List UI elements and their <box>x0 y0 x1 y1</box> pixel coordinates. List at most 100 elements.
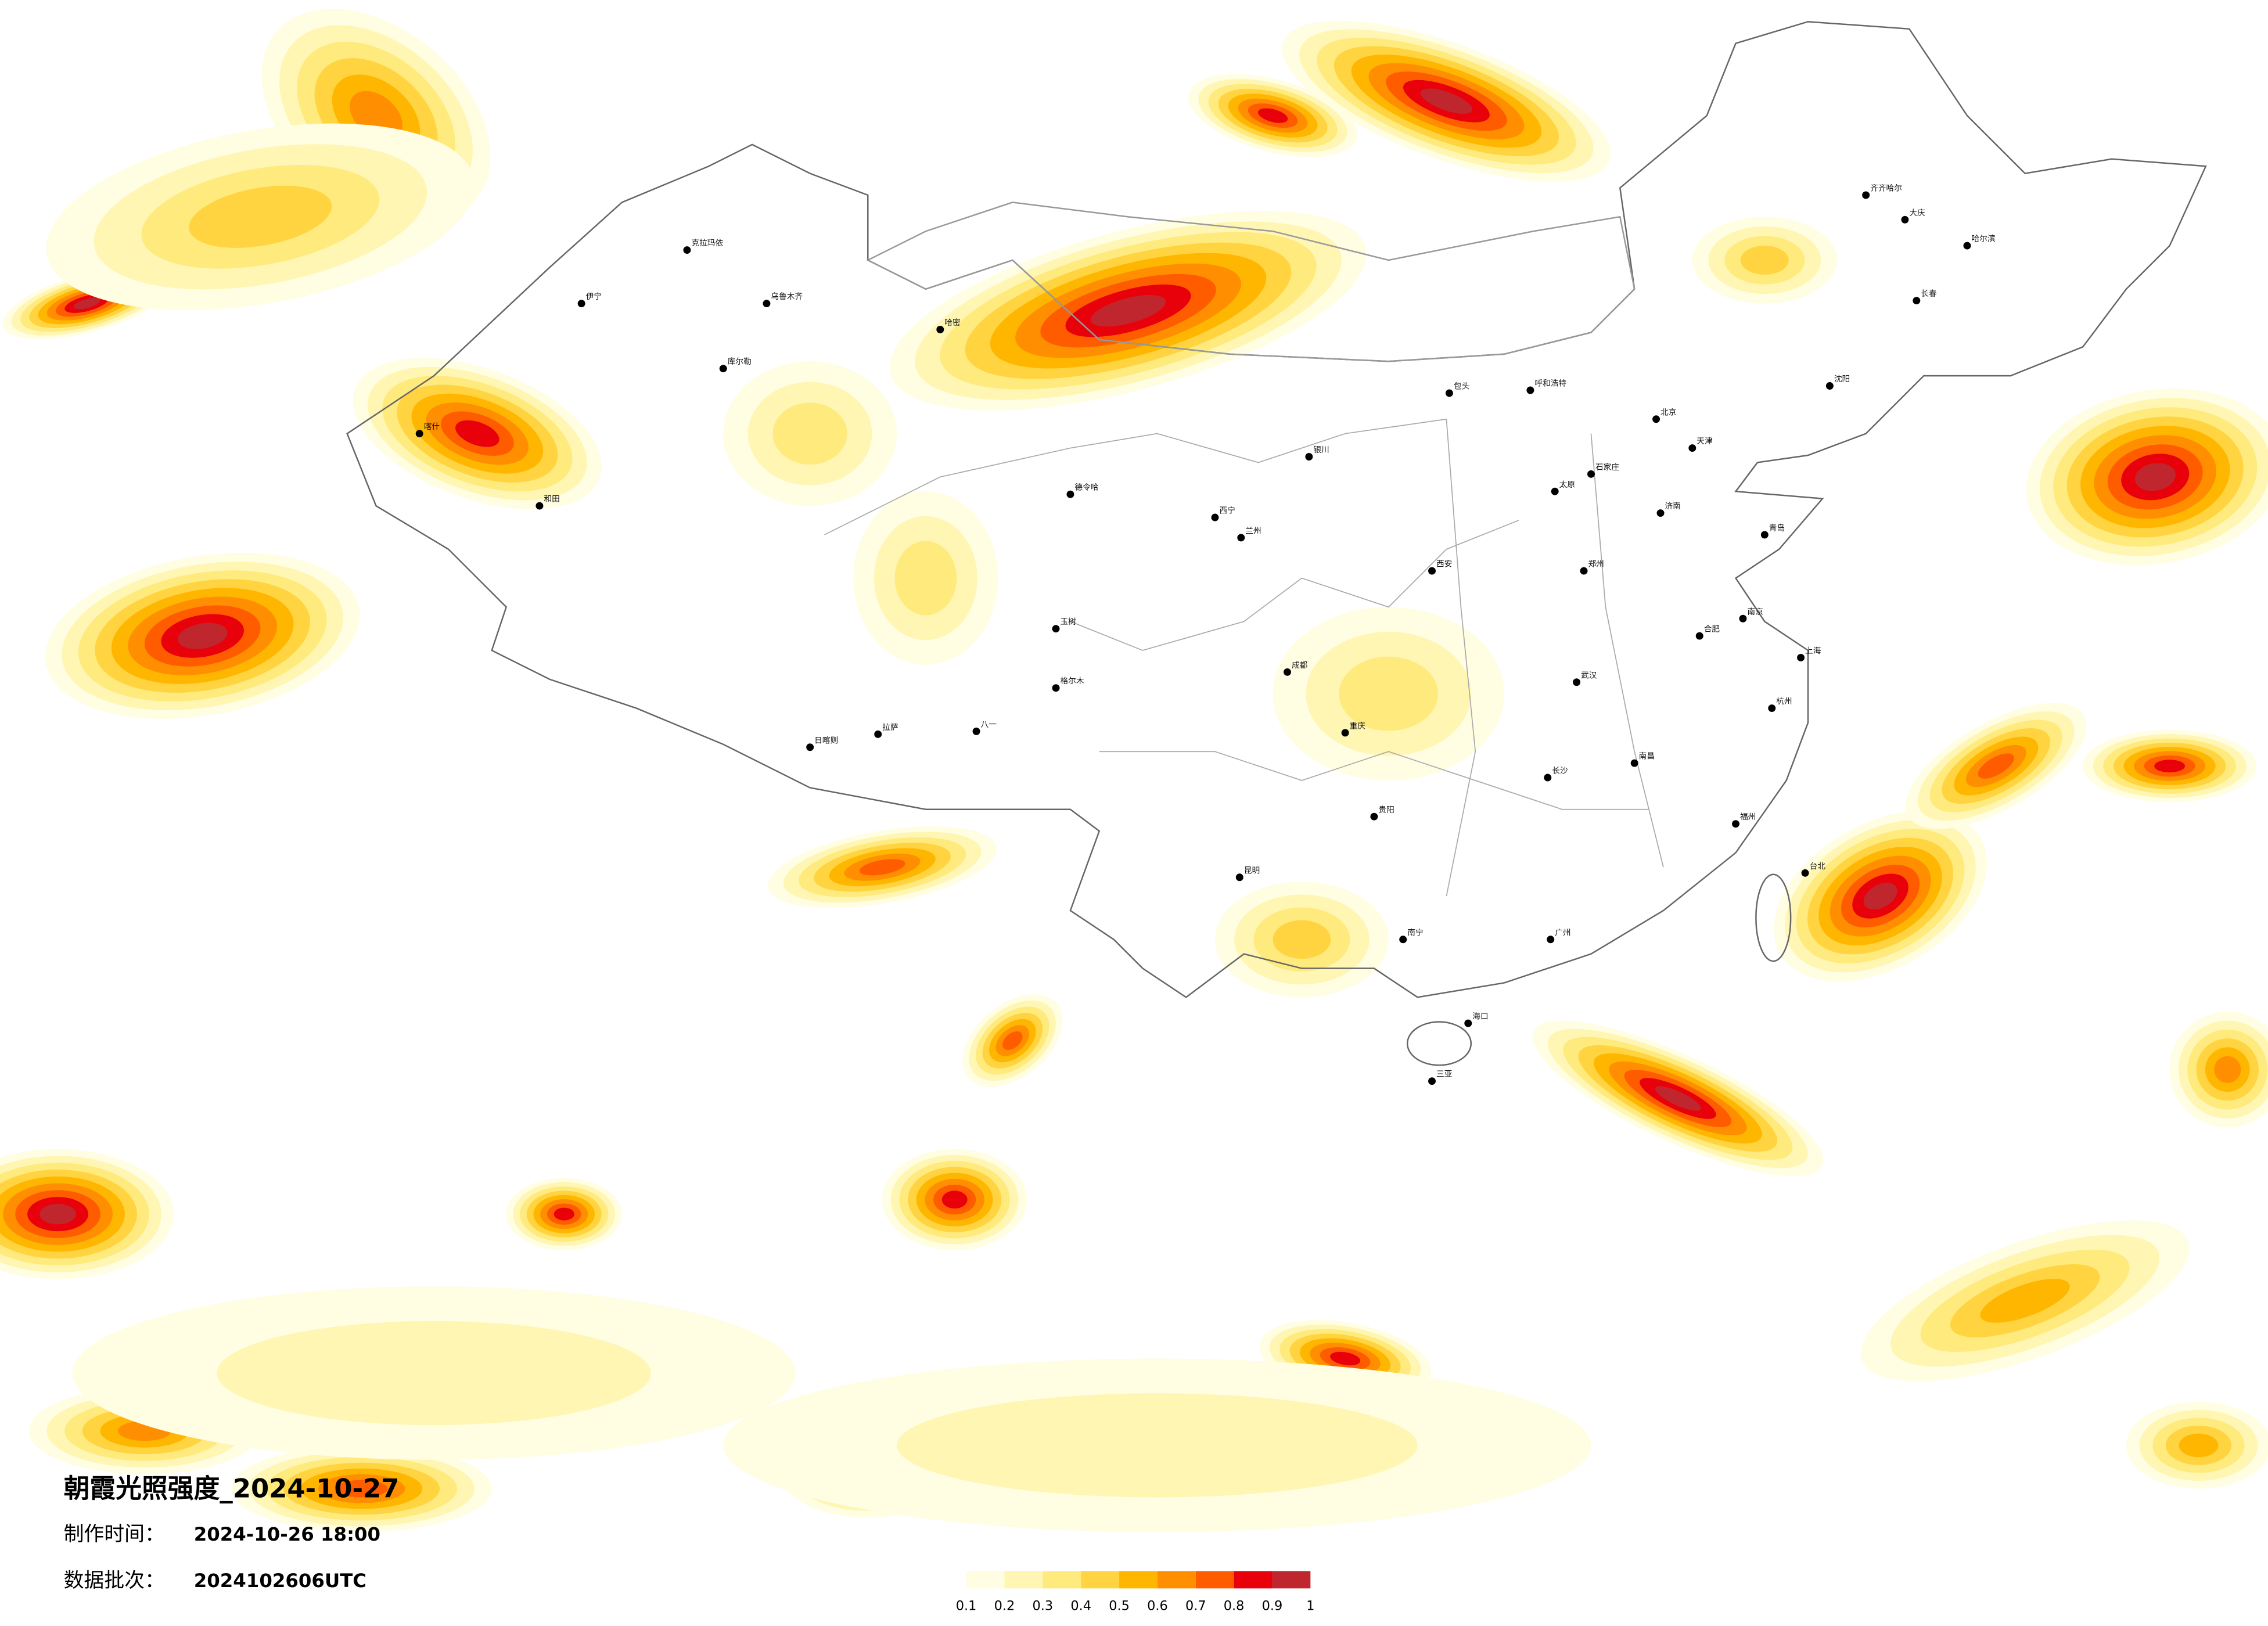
city-dot <box>719 365 727 373</box>
city-dot <box>577 300 585 308</box>
legend-tick-label: 0.5 <box>1109 1599 1130 1614</box>
city-dot <box>1526 386 1534 394</box>
made-time-value: 2024-10-26 18:00 <box>194 1523 380 1545</box>
city-dot <box>1573 678 1581 686</box>
legend-tick-label: 0.7 <box>1185 1599 1206 1614</box>
city-dot <box>1963 242 1971 250</box>
intensity-area <box>859 859 905 876</box>
intensity-area <box>1655 1086 1701 1111</box>
city-label: 石家庄 <box>1595 462 1619 472</box>
city-dot <box>763 300 771 308</box>
city-dot <box>1052 625 1060 633</box>
hainan <box>1406 1021 1472 1066</box>
city-label: 沈阳 <box>1834 375 1850 384</box>
legend-tick-label: 0.3 <box>1033 1599 1054 1614</box>
city-label: 贵阳 <box>1378 805 1394 815</box>
city-dot <box>1801 869 1809 877</box>
legend-swatch <box>1234 1571 1273 1589</box>
mongolia-border <box>866 202 1636 362</box>
city-dot <box>1445 389 1453 397</box>
intensity-area <box>1339 656 1439 731</box>
city-label: 长沙 <box>1552 767 1568 776</box>
city-label: 海口 <box>1472 1012 1488 1021</box>
city-dot <box>972 727 980 735</box>
legend-swatch <box>1157 1571 1196 1589</box>
city-label: 北京 <box>1660 408 1676 417</box>
city-label: 和田 <box>544 495 559 504</box>
city-dot <box>806 743 814 751</box>
city-label: 杭州 <box>1776 697 1792 706</box>
intensity-area <box>1980 1279 2070 1323</box>
city-dot <box>1305 453 1313 461</box>
city-dot <box>1825 382 1834 390</box>
intensity-area <box>1863 882 1897 910</box>
city-label: 上海 <box>1805 646 1821 656</box>
city-label: 格尔木 <box>1060 677 1084 686</box>
city-dot <box>415 430 423 438</box>
legend-tick-label: 0.4 <box>1070 1599 1091 1614</box>
city-dot <box>1428 567 1436 575</box>
city-label: 台北 <box>1810 862 1826 871</box>
city-label: 昆明 <box>1244 866 1260 875</box>
legend-tick-label: 0.9 <box>1262 1599 1283 1614</box>
city-label: 拉萨 <box>882 723 898 732</box>
intensity-area <box>2214 1056 2241 1083</box>
city-dot <box>535 502 544 510</box>
city-dot <box>1739 614 1747 623</box>
city-dot <box>1211 513 1219 521</box>
city-dot <box>1464 1019 1472 1027</box>
city-dot <box>1652 415 1660 423</box>
city-label: 青岛 <box>1769 523 1785 533</box>
city-dot <box>1630 759 1638 767</box>
city-dot <box>1066 490 1074 498</box>
legend-tick-label: 0.2 <box>994 1599 1015 1614</box>
legend-swatch <box>1043 1571 1081 1589</box>
intensity-area <box>1330 1351 1361 1366</box>
intensity-area <box>1740 246 1789 275</box>
batch-value: 2024102606UTC <box>194 1570 366 1592</box>
taiwan <box>1755 873 1792 962</box>
city-label: 哈尔滨 <box>1971 235 1995 244</box>
intensity-area <box>2134 463 2176 491</box>
intensity-area <box>455 420 499 447</box>
city-dot <box>1768 704 1776 713</box>
province-border <box>824 418 1664 897</box>
city-label: 伊宁 <box>586 292 602 301</box>
city-label: 喀什 <box>424 422 440 431</box>
legend-swatch <box>1081 1571 1120 1589</box>
legend-tick-label: 1 <box>1306 1599 1314 1614</box>
city-label: 库尔勒 <box>728 357 752 366</box>
city-label: 天津 <box>1696 437 1713 446</box>
legend-tick-label: 0.1 <box>956 1599 977 1614</box>
city-dot <box>1551 487 1559 495</box>
city-label: 银川 <box>1313 445 1329 455</box>
legend-swatch <box>1272 1571 1311 1589</box>
city-dot <box>1235 873 1243 882</box>
legend-swatch <box>1195 1571 1234 1589</box>
city-dot <box>1732 820 1739 828</box>
city-label: 三亚 <box>1436 1070 1453 1079</box>
city-label: 郑州 <box>1588 560 1604 569</box>
intensity-area <box>73 297 100 310</box>
city-label: 合肥 <box>1704 625 1720 634</box>
intensity-area <box>2179 1433 2219 1458</box>
city-dot <box>1370 812 1378 821</box>
legend-swatch <box>1004 1571 1043 1589</box>
city-label: 长春 <box>1921 289 1937 298</box>
city-dot <box>1580 567 1588 575</box>
city-dot <box>1052 684 1060 692</box>
city-label: 德令哈 <box>1074 483 1098 492</box>
city-dot <box>874 730 882 738</box>
intensity-area <box>553 1207 574 1221</box>
city-dot <box>1237 534 1245 542</box>
city-dot <box>1341 729 1349 737</box>
city-dot <box>1688 444 1696 452</box>
city-label: 成都 <box>1292 661 1308 670</box>
city-label: 武汉 <box>1581 671 1597 680</box>
city-label: 克拉玛依 <box>691 239 723 248</box>
intensity-area <box>772 402 847 465</box>
city-dot <box>1428 1077 1436 1085</box>
intensity-area <box>1273 920 1331 959</box>
city-label: 齐齐哈尔 <box>1870 184 1902 193</box>
legend-tick-label: 0.6 <box>1147 1599 1168 1614</box>
